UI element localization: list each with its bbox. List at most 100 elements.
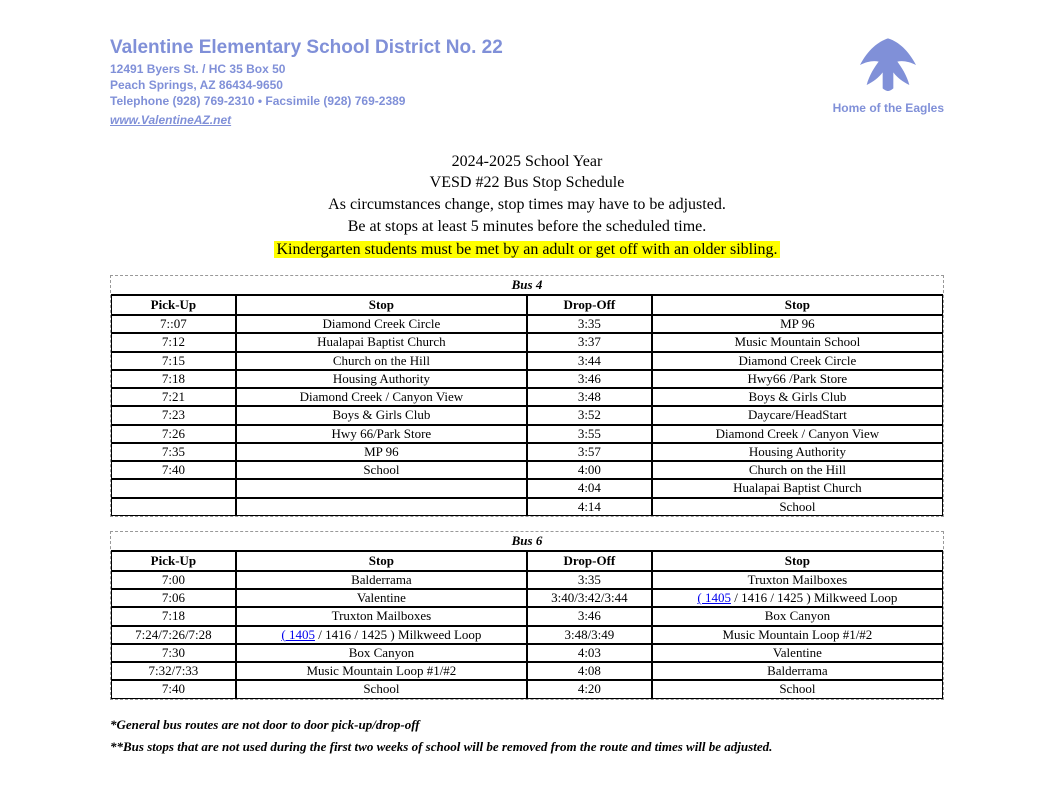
pickup-cell: 7:15 bbox=[111, 352, 236, 370]
title-block: 2024-2025 School Year VESD #22 Bus Stop … bbox=[110, 151, 944, 237]
stop-cell: Hwy 66/Park Store bbox=[236, 425, 527, 443]
pickup-cell: 7:30 bbox=[111, 644, 236, 662]
stop-cell: Truxton Mailboxes bbox=[652, 571, 943, 589]
stop-cell: Valentine bbox=[236, 589, 527, 607]
district-title: Valentine Elementary School District No.… bbox=[110, 35, 503, 61]
hdr-dropoff: Drop-Off bbox=[527, 295, 652, 315]
bus6-row: 7:40School4:20School bbox=[111, 680, 943, 698]
stop-cell: Hualapai Baptist Church bbox=[652, 479, 943, 497]
bus4-row: 7:12Hualapai Baptist Church3:37Music Mou… bbox=[111, 333, 943, 351]
pickup-cell: 7:21 bbox=[111, 388, 236, 406]
hdr-stop2: Stop bbox=[652, 295, 943, 315]
bus6-row: 7:00Balderrama3:35Truxton Mailboxes bbox=[111, 571, 943, 589]
bus6-caption: Bus 6 bbox=[111, 532, 943, 551]
bus4-row: 7:23Boys & Girls Club3:52Daycare/HeadSta… bbox=[111, 406, 943, 424]
bus6-row: 7:24/7:26/7:28( 1405 / 1416 / 1425 ) Mil… bbox=[111, 626, 943, 644]
bus4-row: 7:35MP 963:57Housing Authority bbox=[111, 443, 943, 461]
pickup-cell bbox=[111, 498, 236, 516]
stop-cell: Diamond Creek Circle bbox=[652, 352, 943, 370]
hdr-stop2: Stop bbox=[652, 551, 943, 571]
slogan: Home of the Eagles bbox=[833, 101, 944, 115]
stop-cell: Hualapai Baptist Church bbox=[236, 333, 527, 351]
stop-cell: School bbox=[236, 461, 527, 479]
stop-cell: MP 96 bbox=[652, 315, 943, 333]
pickup-cell: 7:18 bbox=[111, 607, 236, 625]
address-line-1: 12491 Byers St. / HC 35 Box 50 bbox=[110, 61, 503, 77]
dropoff-cell: 3:57 bbox=[527, 443, 652, 461]
hdr-pickup: Pick-Up bbox=[111, 295, 236, 315]
stop-cell: School bbox=[236, 680, 527, 698]
bus4-row: 4:04Hualapai Baptist Church bbox=[111, 479, 943, 497]
pickup-cell: 7:32/7:33 bbox=[111, 662, 236, 680]
dropoff-cell: 3:35 bbox=[527, 571, 652, 589]
website-link[interactable]: www.ValentineAZ.net bbox=[110, 113, 231, 127]
pickup-cell: 7:00 bbox=[111, 571, 236, 589]
stop-cell: ( 1405 / 1416 / 1425 ) Milkweed Loop bbox=[652, 589, 943, 607]
school-year: 2024-2025 School Year bbox=[110, 151, 944, 173]
stop-cell: Hwy66 /Park Store bbox=[652, 370, 943, 388]
bus6-row: 7:18Truxton Mailboxes3:46Box Canyon bbox=[111, 607, 943, 625]
stop-cell: Diamond Creek / Canyon View bbox=[236, 388, 527, 406]
bus4-row: 7:15Church on the Hill3:44Diamond Creek … bbox=[111, 352, 943, 370]
note-line-1: As circumstances change, stop times may … bbox=[110, 194, 944, 216]
stop-cell: Boys & Girls Club bbox=[652, 388, 943, 406]
pickup-cell: 7:23 bbox=[111, 406, 236, 424]
dropoff-cell: 4:08 bbox=[527, 662, 652, 680]
letterhead-left: Valentine Elementary School District No.… bbox=[110, 35, 503, 131]
bus4-row: 7:40School4:00Church on the Hill bbox=[111, 461, 943, 479]
pickup-cell bbox=[111, 479, 236, 497]
pickup-cell: 7:26 bbox=[111, 425, 236, 443]
stop-cell bbox=[236, 479, 527, 497]
hdr-stop: Stop bbox=[236, 295, 527, 315]
bus4-row: 4:14School bbox=[111, 498, 943, 516]
highlight-notice: Kindergarten students must be met by an … bbox=[110, 241, 944, 259]
bus6-row: 7:30Box Canyon4:03Valentine bbox=[111, 644, 943, 662]
hdr-stop: Stop bbox=[236, 551, 527, 571]
stop-cell: Diamond Creek Circle bbox=[236, 315, 527, 333]
bus6-row: 7:06Valentine3:40/3:42/3:44( 1405 / 1416… bbox=[111, 589, 943, 607]
hdr-dropoff: Drop-Off bbox=[527, 551, 652, 571]
letterhead-right: Home of the Eagles bbox=[833, 35, 944, 115]
stop-cell: Boys & Girls Club bbox=[236, 406, 527, 424]
page-root: Valentine Elementary School District No.… bbox=[0, 0, 1049, 798]
dropoff-cell: 3:46 bbox=[527, 607, 652, 625]
footnotes: *General bus routes are not door to door… bbox=[110, 714, 944, 758]
stop-cell: Church on the Hill bbox=[236, 352, 527, 370]
stop-cell: Housing Authority bbox=[652, 443, 943, 461]
stop-cell: Box Canyon bbox=[236, 644, 527, 662]
dropoff-cell: 3:48/3:49 bbox=[527, 626, 652, 644]
phone-line: Telephone (928) 769-2310 • Facsimile (92… bbox=[110, 93, 503, 109]
pickup-cell: 7:24/7:26/7:28 bbox=[111, 626, 236, 644]
stop-cell bbox=[236, 498, 527, 516]
dropoff-cell: 4:00 bbox=[527, 461, 652, 479]
bus6-table: Bus 6 Pick-Up Stop Drop-Off Stop 7:00Bal… bbox=[110, 531, 944, 700]
stop-cell: Music Mountain Loop #1/#2 bbox=[236, 662, 527, 680]
bus4-caption: Bus 4 bbox=[111, 276, 943, 295]
pickup-cell: 7:40 bbox=[111, 680, 236, 698]
address-line-2: Peach Springs, AZ 86434-9650 bbox=[110, 77, 503, 93]
pickup-cell: 7:12 bbox=[111, 333, 236, 351]
dropoff-cell: 3:52 bbox=[527, 406, 652, 424]
bus4-row: 7:21Diamond Creek / Canyon View3:48Boys … bbox=[111, 388, 943, 406]
stop-cell: Truxton Mailboxes bbox=[236, 607, 527, 625]
stop-cell: Valentine bbox=[652, 644, 943, 662]
kindergarten-notice: Kindergarten students must be met by an … bbox=[274, 241, 779, 258]
stop-cell: Music Mountain Loop #1/#2 bbox=[652, 626, 943, 644]
stop-cell: MP 96 bbox=[236, 443, 527, 461]
bus6-row: 7:32/7:33Music Mountain Loop #1/#24:08Ba… bbox=[111, 662, 943, 680]
dropoff-cell: 3:44 bbox=[527, 352, 652, 370]
hdr-pickup: Pick-Up bbox=[111, 551, 236, 571]
eagle-icon bbox=[853, 35, 923, 95]
pickup-cell: 7:06 bbox=[111, 589, 236, 607]
dropoff-cell: 4:04 bbox=[527, 479, 652, 497]
dropoff-cell: 4:20 bbox=[527, 680, 652, 698]
note-line-2: Be at stops at least 5 minutes before th… bbox=[110, 216, 944, 238]
bus4-row: 7:18Housing Authority3:46Hwy66 /Park Sto… bbox=[111, 370, 943, 388]
dropoff-cell: 3:48 bbox=[527, 388, 652, 406]
pickup-cell: 7:40 bbox=[111, 461, 236, 479]
letterhead: Valentine Elementary School District No.… bbox=[110, 35, 944, 131]
stop-cell: School bbox=[652, 498, 943, 516]
stop-cell: School bbox=[652, 680, 943, 698]
footnote-1: *General bus routes are not door to door… bbox=[110, 714, 944, 736]
stop-cell: Box Canyon bbox=[652, 607, 943, 625]
